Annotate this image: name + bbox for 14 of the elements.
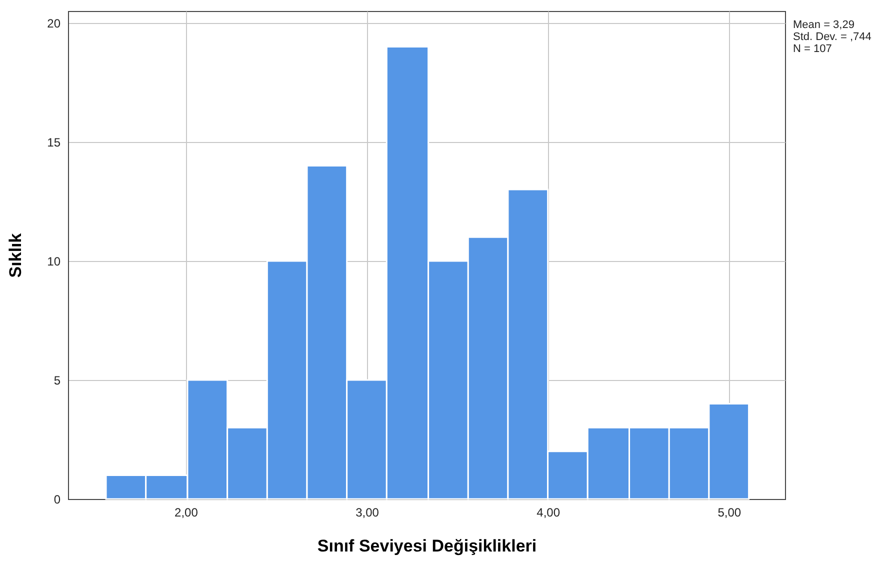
y-tick-label: 0 — [54, 492, 61, 506]
text: N = 107 — [793, 43, 832, 55]
y-tick-label: 15 — [47, 135, 61, 150]
y-tick-label: 5 — [54, 373, 61, 388]
x-tick-label: 5,00 — [718, 506, 742, 520]
text: Std. Dev. = ,744 — [793, 31, 872, 43]
x-axis-title: Sınıf Seviyesi Değişiklikleri — [317, 536, 537, 556]
y-tick-label: 20 — [47, 16, 61, 30]
text: Mean = 3,29 — [793, 19, 854, 31]
x-tick-label: 3,00 — [356, 506, 380, 520]
y-axis-title: Sıklık — [6, 232, 26, 278]
x-tick-label: 2,00 — [174, 506, 198, 520]
x-tick-label: 4,00 — [536, 506, 560, 520]
y-tick-label: 10 — [47, 254, 61, 268]
